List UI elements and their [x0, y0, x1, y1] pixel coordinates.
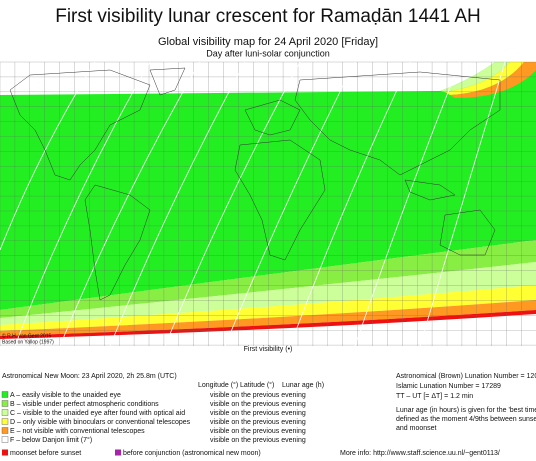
legend-label: D – only visible with binoculars or conv…	[10, 419, 191, 426]
legend-label: B – visible under perfect atmospheric co…	[10, 401, 159, 408]
contours	[0, 61, 506, 347]
legend-swatch	[1, 436, 9, 443]
footer: moonset before sunset before conjunction …	[2, 449, 261, 457]
footer-label: moonset before sunset	[10, 450, 81, 457]
columns: Longitude (°) Latitude (°) Lunar age (h)	[198, 381, 324, 389]
note-line: Lunar age (in hours) is given for the 'b…	[396, 407, 536, 414]
more-info: More info: http://www.staff.science.uu.n…	[340, 450, 500, 457]
land	[9, 67, 501, 301]
column-header: Longitude (°)	[198, 381, 238, 389]
rows: visible on the previous evening visible o…	[210, 392, 306, 444]
legend-swatch	[1, 409, 9, 416]
zone-top-d	[445, 62, 524, 95]
row-text: visible on the previous evening	[210, 410, 306, 417]
legend: A – easily visible to the unaided eye B –…	[1, 391, 191, 444]
row-text: visible on the previous evening	[210, 401, 306, 408]
legend-label: F – below Danjon limit (7°)	[10, 436, 92, 444]
info-line: Islamic Lunation Number = 17289	[396, 383, 501, 390]
first-visibility: First visibility (•)	[244, 346, 293, 353]
title: First visibility lunar crescent for Rama…	[55, 6, 481, 27]
row-text: visible on the previous evening	[210, 437, 306, 444]
credit: © R.H. van Gent 2015	[2, 332, 51, 339]
footer-swatch	[2, 449, 8, 456]
column-header: Lunar age (h)	[282, 382, 324, 389]
zone-top-e	[450, 62, 536, 98]
legend-label: A – easily visible to the unaided eye	[10, 392, 121, 399]
legend-swatch	[1, 418, 9, 425]
map: © R.H. van Gent 2015 Based on Yallop (19…	[0, 61, 536, 347]
info-line: Astronomical (Brown) Lunation Number = 1…	[396, 373, 536, 380]
new-moon: Astronomical New Moon: 23 April 2020, 2h…	[2, 373, 177, 380]
credit: Based on Yallop (1997)	[2, 339, 54, 345]
subtitle2: Day after luni-solar conjunction	[206, 48, 330, 58]
info-line: TT – UT [= ΔT] = 1.2 min	[396, 393, 473, 400]
legend-swatch	[1, 427, 9, 434]
legend-swatch	[1, 400, 9, 407]
subtitle: Global visibility map for 24 April 2020 …	[158, 36, 378, 48]
note-line: and moonset	[396, 425, 437, 432]
legend-label: E – not visible with conventional telesc…	[10, 428, 145, 435]
footer-swatch	[115, 449, 121, 456]
row-text: visible on the previous evening	[210, 392, 306, 399]
legend-label: C – visible to the unaided eye after fou…	[10, 410, 185, 417]
info-right: Astronomical (Brown) Lunation Number = 1…	[396, 373, 536, 432]
legend-swatch	[1, 391, 9, 398]
row-text: visible on the previous evening	[210, 428, 306, 435]
note-line: defined as the moment 4/9ths between sun…	[396, 416, 536, 423]
column-header: Latitude (°)	[240, 381, 274, 389]
footer-label: before conjunction (astronomical new moo…	[123, 450, 261, 457]
row-text: visible on the previous evening	[210, 419, 306, 426]
